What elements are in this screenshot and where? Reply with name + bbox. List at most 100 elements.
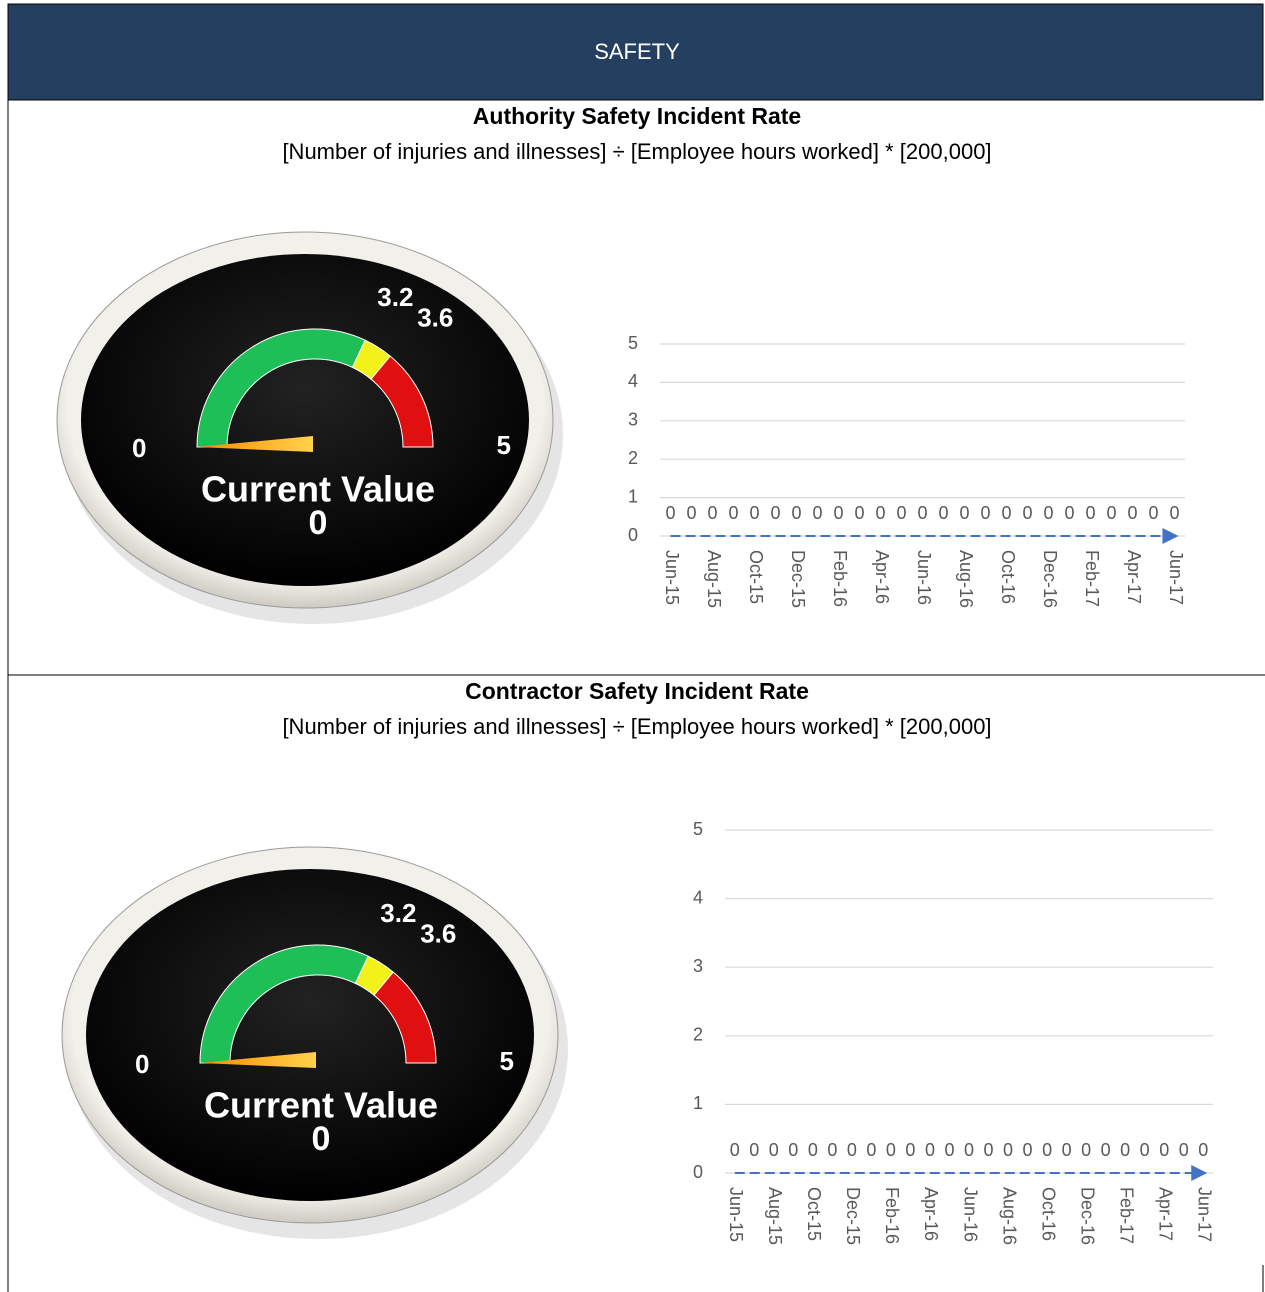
x-tick-label: Apr-16 (921, 1187, 941, 1241)
x-tick-label: Aug-16 (999, 1187, 1019, 1245)
y-tick-label: 2 (693, 1025, 703, 1045)
gauge-tick-label: 0 (132, 433, 146, 463)
data-label: 0 (1198, 1140, 1208, 1160)
data-label: 0 (1022, 503, 1032, 523)
y-tick-label: 4 (628, 371, 638, 391)
gauge-tick-label: 5 (496, 430, 510, 460)
data-label: 0 (808, 1140, 818, 1160)
data-label: 0 (925, 1140, 935, 1160)
gauge-tick-label: 0 (135, 1049, 149, 1079)
x-tick-label: Dec-16 (1077, 1187, 1097, 1245)
x-tick-label: Oct-15 (804, 1187, 824, 1241)
data-label: 0 (944, 1140, 954, 1160)
section-title: Authority Safety Incident Rate (473, 103, 801, 129)
x-tick-label: Dec-15 (843, 1187, 863, 1245)
x-tick-label: Apr-16 (872, 550, 892, 604)
data-label: 0 (847, 1140, 857, 1160)
x-tick-label: Feb-16 (830, 550, 850, 607)
gauge-tick-label: 3.2 (380, 898, 416, 928)
x-tick-label: Aug-16 (956, 550, 976, 608)
x-tick-label: Apr-17 (1124, 550, 1144, 604)
data-label: 0 (770, 503, 780, 523)
data-label: 0 (1042, 1140, 1052, 1160)
x-tick-label: Jun-17 (1166, 550, 1186, 605)
data-label: 0 (1043, 503, 1053, 523)
data-label: 0 (1064, 503, 1074, 523)
data-label: 0 (984, 1140, 994, 1160)
data-label: 0 (980, 503, 990, 523)
data-label: 0 (938, 503, 948, 523)
y-tick-label: 0 (628, 525, 638, 545)
y-tick-label: 1 (628, 486, 638, 506)
data-label: 0 (1062, 1140, 1072, 1160)
x-tick-label: Jun-15 (662, 550, 682, 605)
data-label: 0 (1085, 503, 1095, 523)
data-label: 0 (959, 503, 969, 523)
data-label: 0 (875, 503, 885, 523)
data-label: 0 (917, 503, 927, 523)
x-tick-label: Feb-16 (882, 1187, 902, 1244)
page: SAFETY Authority Safety Incident Rate [Nu… (0, 0, 1265, 1292)
gauge-tick-label: 3.6 (420, 918, 456, 948)
formula: [Number of injuries and illnesses] ÷ [Em… (282, 139, 991, 164)
x-tick-label: Apr-17 (1155, 1187, 1175, 1241)
y-tick-label: 5 (693, 819, 703, 839)
data-label: 0 (866, 1140, 876, 1160)
data-label: 0 (1127, 503, 1137, 523)
x-tick-label: Jun-17 (1194, 1187, 1214, 1242)
x-tick-label: Aug-15 (704, 550, 724, 608)
data-label: 0 (827, 1140, 837, 1160)
y-tick-label: 4 (693, 887, 703, 907)
gauge-tick-label: 3.2 (377, 282, 413, 312)
y-tick-label: 0 (693, 1162, 703, 1182)
data-label: 0 (1120, 1140, 1130, 1160)
data-label: 0 (833, 503, 843, 523)
data-label: 0 (1081, 1140, 1091, 1160)
data-label: 0 (1003, 1140, 1013, 1160)
x-tick-label: Dec-15 (788, 550, 808, 608)
data-label: 0 (665, 503, 675, 523)
data-label: 0 (1148, 503, 1158, 523)
data-label: 0 (1001, 503, 1011, 523)
gauge-value: 0 (309, 504, 328, 542)
data-label: 0 (886, 1140, 896, 1160)
data-label: 0 (1101, 1140, 1111, 1160)
y-tick-label: 2 (628, 448, 638, 468)
data-label: 0 (730, 1140, 740, 1160)
y-tick-label: 3 (693, 956, 703, 976)
data-label: 0 (905, 1140, 915, 1160)
data-label: 0 (896, 503, 906, 523)
data-label: 0 (749, 503, 759, 523)
x-tick-label: Jun-16 (914, 550, 934, 605)
data-label: 0 (1169, 503, 1179, 523)
data-label: 0 (1140, 1140, 1150, 1160)
gauge-tick-label: 5 (499, 1046, 513, 1076)
x-tick-label: Feb-17 (1116, 1187, 1136, 1244)
data-label: 0 (788, 1140, 798, 1160)
data-label: 0 (686, 503, 696, 523)
data-label: 0 (707, 503, 717, 523)
data-label: 0 (812, 503, 822, 523)
x-tick-label: Oct-16 (998, 550, 1018, 604)
data-label: 0 (1159, 1140, 1169, 1160)
data-label: 0 (854, 503, 864, 523)
data-label: 0 (769, 1140, 779, 1160)
data-label: 0 (1023, 1140, 1033, 1160)
gauge-face (86, 869, 534, 1201)
x-tick-label: Feb-17 (1082, 550, 1102, 607)
x-tick-label: Oct-16 (1038, 1187, 1058, 1241)
header-title: SAFETY (594, 39, 680, 64)
gauge-face (81, 254, 529, 586)
x-tick-label: Jun-16 (960, 1187, 980, 1242)
y-tick-label: 5 (628, 333, 638, 353)
y-tick-label: 1 (693, 1093, 703, 1113)
x-tick-label: Dec-16 (1040, 550, 1060, 608)
x-tick-label: Jun-15 (726, 1187, 746, 1242)
y-tick-label: 3 (628, 410, 638, 430)
gauge-tick-label: 3.6 (417, 302, 453, 332)
formula: [Number of injuries and illnesses] ÷ [Em… (282, 714, 991, 739)
data-label: 0 (1179, 1140, 1189, 1160)
gauge-value: 0 (312, 1120, 331, 1158)
data-label: 0 (964, 1140, 974, 1160)
data-label: 0 (749, 1140, 759, 1160)
